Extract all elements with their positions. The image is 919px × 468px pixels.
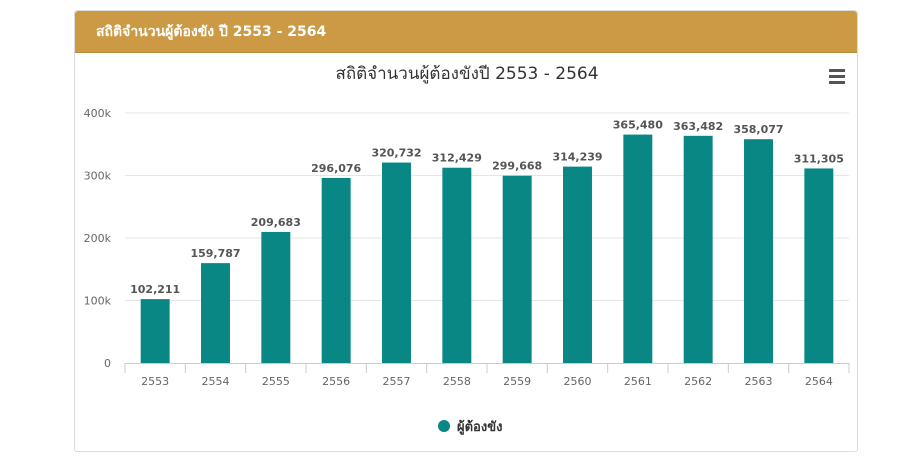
data-label-2560: 314,239 — [552, 151, 602, 164]
x-tick-label: 2560 — [564, 375, 592, 388]
legend-label: ผู้ต้องขัง — [457, 419, 502, 435]
chart-container: สถิติจำนวนผู้ต้องขังปี 2553 - 2564 0 100k… — [75, 53, 859, 451]
y-tick-label: 200k — [84, 232, 112, 245]
chart-title: สถิติจำนวนผู้ต้องขังปี 2553 - 2564 — [335, 64, 598, 84]
x-tick-label: 2556 — [322, 375, 350, 388]
x-tick-label: 2564 — [805, 375, 833, 388]
legend-marker — [438, 420, 450, 432]
panel-header-title: สถิติจำนวนผู้ต้องขัง ปี 2553 - 2564 — [96, 23, 327, 40]
bars: 102,211 159,787 209,683 296,076 320,732 312,4… — [130, 119, 844, 363]
bar-2557[interactable] — [382, 162, 411, 363]
bar-2563[interactable] — [744, 139, 773, 363]
x-axis: 2553 2554 2555 2556 2557 2558 2559 2560 2561 2562… — [124, 363, 850, 388]
x-tick-label: 2561 — [624, 375, 652, 388]
x-tick-label: 2553 — [141, 375, 169, 388]
bar-2554[interactable] — [201, 263, 230, 363]
bar-chart: สถิติจำนวนผู้ต้องขังปี 2553 - 2564 0 100k… — [84, 64, 850, 435]
bar-2558[interactable] — [442, 167, 472, 363]
data-label-2557: 320,732 — [371, 147, 421, 160]
y-tick-label: 100k — [84, 295, 112, 308]
data-label-2553: 102,211 — [130, 283, 180, 296]
bar-2564[interactable] — [804, 168, 834, 363]
data-label-2555: 209,683 — [251, 216, 301, 229]
data-label-2558: 312,429 — [432, 152, 482, 165]
y-tick-label: 300k — [84, 170, 112, 183]
x-tick-label: 2557 — [383, 375, 411, 388]
bar-2560[interactable] — [563, 166, 592, 363]
bar-2559[interactable] — [502, 175, 532, 363]
bar-2553[interactable] — [140, 299, 170, 363]
data-label-2554: 159,787 — [190, 247, 240, 260]
data-label-2562: 363,482 — [673, 120, 723, 133]
bar-2562[interactable] — [683, 135, 713, 363]
y-tick-label: 400k — [84, 107, 112, 120]
grid-lines — [125, 112, 849, 301]
hamburger-menu-icon — [829, 69, 845, 84]
data-label-2563: 358,077 — [733, 123, 783, 136]
panel-header: สถิติจำนวนผู้ต้องขัง ปี 2553 - 2564 — [75, 11, 857, 53]
x-tick-label: 2555 — [262, 375, 290, 388]
x-tick-label: 2554 — [202, 375, 230, 388]
legend[interactable]: ผู้ต้องขัง — [438, 419, 502, 435]
data-label-2559: 299,668 — [492, 160, 542, 173]
chart-menu-button[interactable] — [829, 67, 847, 85]
y-axis: 0 100k 200k 300k 400k — [84, 107, 112, 370]
x-tick-label: 2563 — [745, 375, 773, 388]
bar-2555[interactable] — [261, 231, 291, 363]
data-label-2561: 365,480 — [613, 119, 663, 132]
x-tick-label: 2558 — [443, 375, 471, 388]
data-label-2564: 311,305 — [794, 152, 844, 165]
chart-panel: สถิติจำนวนผู้ต้องขัง ปี 2553 - 2564 สถิต… — [74, 10, 858, 452]
data-label-2556: 296,076 — [311, 162, 361, 175]
bar-2561[interactable] — [623, 134, 653, 363]
y-tick-label: 0 — [104, 357, 111, 370]
x-tick-label: 2559 — [503, 375, 531, 388]
x-tick-label: 2562 — [684, 375, 712, 388]
bar-2556[interactable] — [321, 177, 351, 363]
